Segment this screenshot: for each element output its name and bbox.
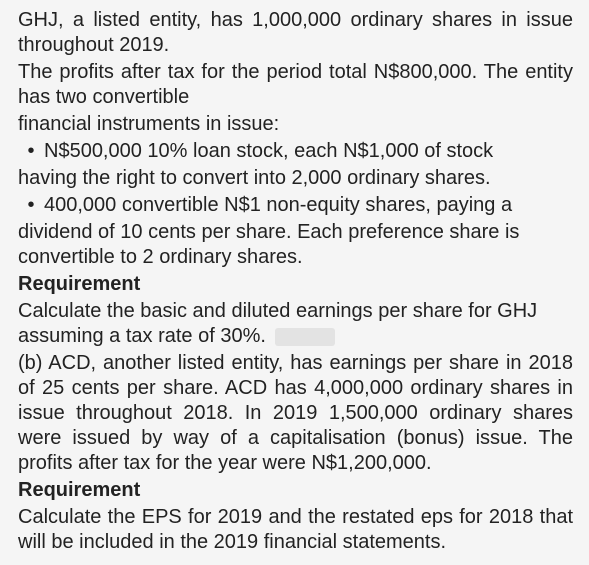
bullet-item-1: •N$500,000 10% loan stock, each N$1,000 … — [18, 139, 573, 164]
paragraph-intro-3: financial instruments in issue: — [18, 112, 573, 137]
part-b-paragraph: (b) ACD, another listed entity, has earn… — [18, 351, 573, 476]
requirement-2-text: Calculate the EPS for 2019 and the resta… — [18, 505, 573, 555]
requirement-heading-1: Requirement — [18, 272, 573, 297]
paragraph-intro-1: GHJ, a listed entity, has 1,000,000 ordi… — [18, 8, 573, 58]
document-page: GHJ, a listed entity, has 1,000,000 ordi… — [0, 0, 589, 565]
bullet-dot-icon: • — [18, 139, 44, 164]
bullet-1-continuation: having the right to convert into 2,000 o… — [18, 166, 573, 191]
bullet-2-text: 400,000 convertible N$1 non-equity share… — [44, 194, 512, 216]
bullet-dot-icon: • — [18, 193, 44, 218]
paragraph-intro-2: The profits after tax for the period tot… — [18, 60, 573, 110]
bullet-2-continuation: dividend of 10 cents per share. Each pre… — [18, 220, 573, 270]
bullet-item-2: •400,000 convertible N$1 non-equity shar… — [18, 193, 573, 218]
bullet-1-text: N$500,000 10% loan stock, each N$1,000 o… — [44, 140, 493, 162]
requirement-1-text: Calculate the basic and diluted earnings… — [18, 299, 573, 349]
requirement-heading-2: Requirement — [18, 478, 573, 503]
redacted-mark — [275, 328, 335, 346]
